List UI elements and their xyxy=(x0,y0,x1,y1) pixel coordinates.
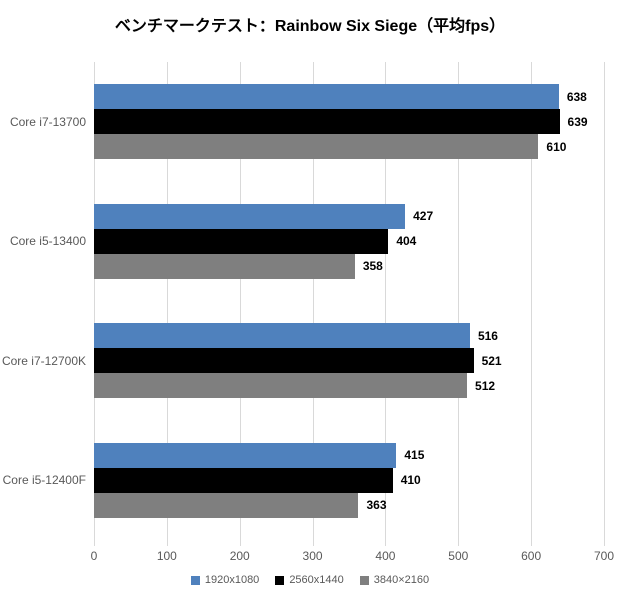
bar-2560x1440 xyxy=(94,467,393,493)
bar-group: 516 521 512 xyxy=(94,301,604,421)
bar-3840×2160 xyxy=(94,253,355,279)
x-axis-labels: 0 100 200 300 400 500 600 700 xyxy=(90,549,614,564)
tick-mark xyxy=(604,540,605,546)
bar-3840×2160 xyxy=(94,373,468,399)
bar-row: 512 xyxy=(94,373,604,399)
x-tick-label: 100 xyxy=(156,549,177,563)
legend-swatch xyxy=(359,575,369,585)
value-label: 610 xyxy=(546,139,567,154)
category-label: Core i5-12400F xyxy=(2,473,86,488)
legend: 1920x1080 2560x1440 3840×2160 xyxy=(0,574,620,586)
gridline xyxy=(166,62,168,540)
x-tick-label: 500 xyxy=(448,549,469,563)
chart-title: ベンチマークテスト：Rainbow Six Siege（平均fps） xyxy=(114,18,506,35)
bar-row: 516 xyxy=(94,323,604,349)
gridline xyxy=(604,62,605,540)
bar-row: 639 xyxy=(94,109,604,135)
tick-mark xyxy=(166,540,168,546)
value-label: 363 xyxy=(366,498,387,513)
gridline xyxy=(239,62,241,540)
value-label: 404 xyxy=(396,234,417,249)
legend-item: 1920x1080 xyxy=(190,574,260,586)
bar-groups: 638 639 610 427 404 358 516 521 512 415 410 363 xyxy=(94,62,604,540)
legend-swatch xyxy=(190,575,200,585)
legend-label: 2560x1440 xyxy=(289,574,344,586)
bar-2560x1440 xyxy=(94,348,474,374)
plot-area: 638 639 610 427 404 358 516 521 512 415 410 363 xyxy=(94,62,605,540)
bar-1920x1080 xyxy=(94,203,406,229)
category-label: Core i5-13400 xyxy=(9,234,86,249)
bar-group: 415 410 363 xyxy=(94,421,604,541)
bar-3840×2160 xyxy=(94,492,359,518)
bar-row: 415 xyxy=(94,442,604,468)
tick-mark xyxy=(531,540,533,546)
bar-1920x1080 xyxy=(94,84,559,110)
value-label: 521 xyxy=(481,353,502,368)
bar-2560x1440 xyxy=(94,109,560,135)
x-axis-tick-marks xyxy=(94,540,605,546)
tick-mark xyxy=(239,540,241,546)
legend-item: 3840×2160 xyxy=(359,574,430,586)
gridline xyxy=(312,62,314,540)
value-label: 410 xyxy=(400,473,421,488)
bar-group: 427 404 358 xyxy=(94,182,604,302)
x-tick-label: 300 xyxy=(302,549,323,563)
bar-row: 610 xyxy=(94,134,604,160)
gridline xyxy=(458,62,460,540)
bar-row: 427 xyxy=(94,203,604,229)
value-label: 638 xyxy=(566,89,587,104)
value-label: 358 xyxy=(362,259,383,274)
value-label: 427 xyxy=(413,209,434,224)
gridline xyxy=(531,62,533,540)
x-tick-label: 400 xyxy=(375,549,396,563)
legend-label: 1920x1080 xyxy=(204,574,260,586)
category-label: Core i7-13700 xyxy=(9,114,86,129)
bar-row: 638 xyxy=(94,84,604,110)
value-label: 512 xyxy=(475,378,496,393)
bar-1920x1080 xyxy=(94,323,470,349)
x-tick-label: 200 xyxy=(229,549,250,563)
tick-mark xyxy=(458,540,460,546)
tick-mark xyxy=(94,540,95,546)
category-axis: Core i7-13700 Core i5-13400 Core i7-12700K… xyxy=(0,62,86,540)
legend-swatch xyxy=(275,575,285,585)
tick-mark xyxy=(385,540,387,546)
bar-3840×2160 xyxy=(94,134,539,160)
tick-mark xyxy=(312,540,314,546)
gridline xyxy=(94,62,95,540)
value-label: 516 xyxy=(477,328,498,343)
value-label: 415 xyxy=(404,448,425,463)
legend-item: 2560x1440 xyxy=(275,574,344,586)
bar-row: 358 xyxy=(94,253,604,279)
bar-row: 521 xyxy=(94,348,604,374)
bar-row: 404 xyxy=(94,228,604,254)
bar-row: 363 xyxy=(94,492,604,518)
value-label: 639 xyxy=(567,114,588,129)
x-tick-label: 0 xyxy=(90,549,98,563)
x-tick-label: 600 xyxy=(521,549,542,563)
bar-1920x1080 xyxy=(94,442,397,468)
bar-group: 638 639 610 xyxy=(94,62,604,182)
gridline xyxy=(385,62,387,540)
legend-label: 3840×2160 xyxy=(373,574,430,586)
category-label: Core i7-12700K xyxy=(1,353,86,368)
bar-row: 410 xyxy=(94,467,604,493)
x-tick-label: 700 xyxy=(593,549,615,563)
bar-2560x1440 xyxy=(94,228,389,254)
